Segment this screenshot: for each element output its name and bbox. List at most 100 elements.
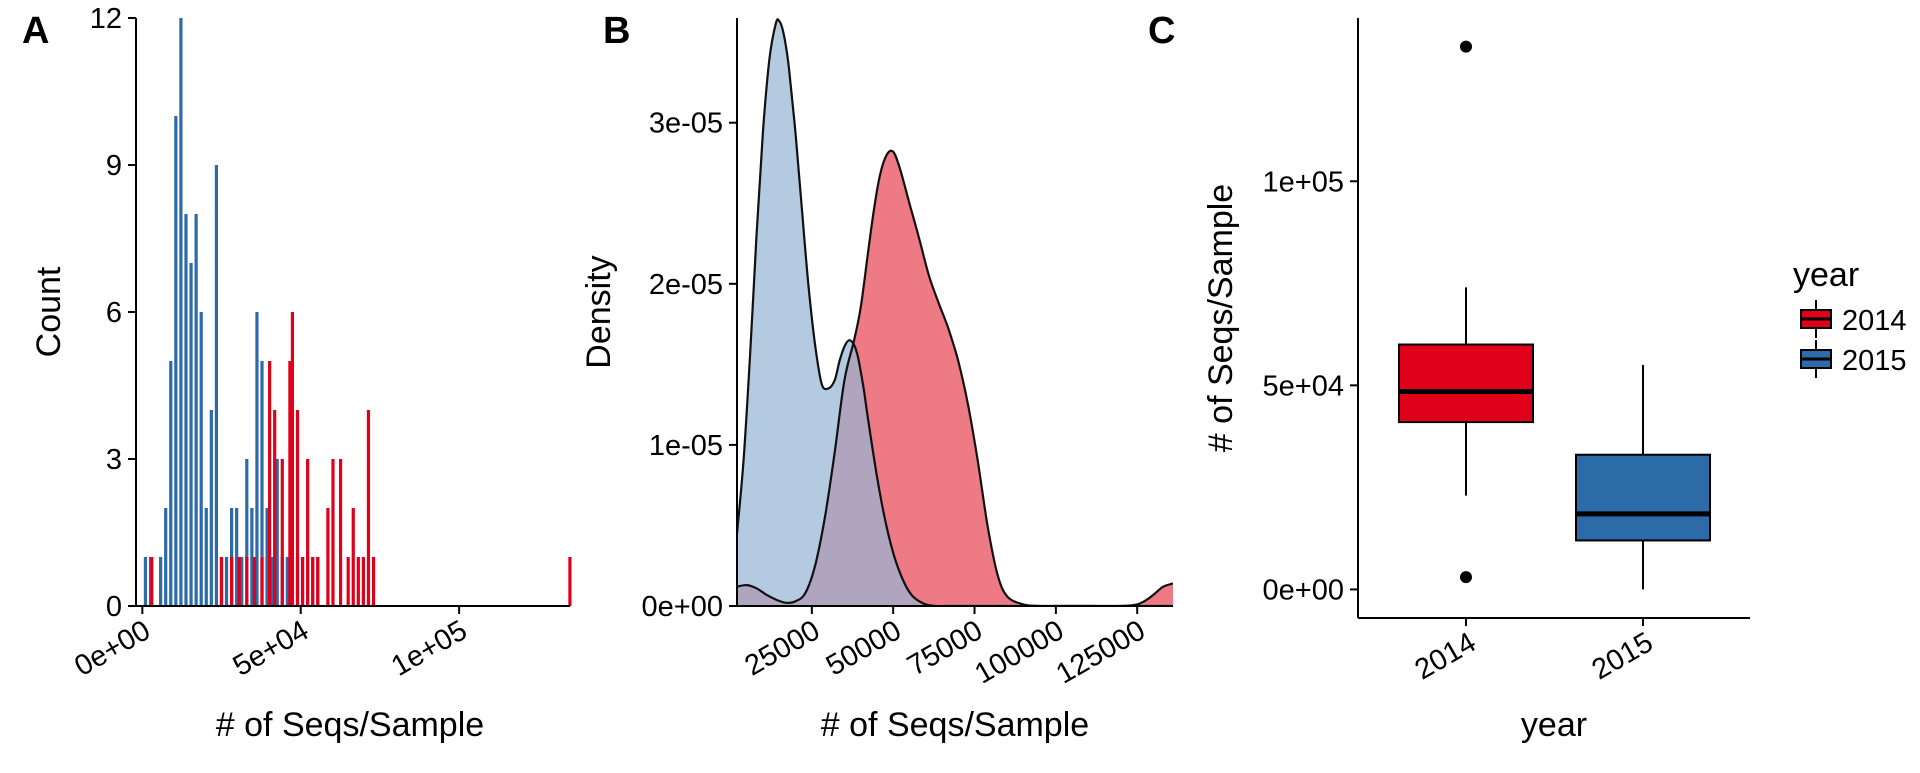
boxplots	[1398, 40, 1711, 590]
histogram-bar-2014	[361, 557, 365, 606]
y-tick-label: 3	[106, 444, 122, 476]
histogram-bar-2014	[300, 557, 305, 606]
histogram-bar-2014	[245, 557, 249, 606]
y-axis-title: Count	[30, 266, 68, 357]
histogram-bar-2015	[189, 263, 193, 606]
y-axis-title: Density	[580, 255, 618, 368]
histogram-bar-2015	[255, 312, 259, 606]
histogram-bar-2014	[351, 508, 355, 606]
histogram-bar-2014	[290, 312, 295, 606]
y-tick-label: 12	[90, 3, 122, 35]
density-line-2015	[737, 18, 1173, 606]
histogram-bar-2015	[250, 508, 254, 606]
histogram-bar-2015	[235, 508, 239, 606]
histogram-bar-2015	[199, 312, 203, 606]
histogram-bar-2015	[285, 557, 289, 606]
histogram-bar-2014	[311, 557, 315, 606]
histogram-bar-2014	[331, 459, 335, 606]
density-areas	[737, 18, 1173, 606]
y-tick-label: 0e+00	[642, 591, 723, 623]
axis-ticks: 0e+00 5e+04 1e+05 2014 2015	[1263, 166, 1659, 686]
legend: year 2014 2015	[1793, 256, 1907, 378]
legend-title: year	[1793, 256, 1859, 294]
x-tick-label: 0e+00	[69, 614, 156, 682]
histogram-bar-2015	[240, 557, 244, 606]
panel-a: A 0 3 6 9 12 0e+00 5e+04 1e+05 # of Seqs/Sample…	[22, 3, 572, 744]
legend-label-2014: 2014	[1842, 305, 1907, 337]
y-tick-label: 1e+05	[1263, 166, 1344, 198]
y-tick-label: 5e+04	[1263, 370, 1344, 402]
histogram-bar-2015	[214, 165, 218, 606]
histogram-bar-2014	[316, 557, 320, 606]
histogram-bar-2014	[295, 410, 300, 606]
box-2015	[1575, 453, 1711, 542]
histogram-bar-2014	[371, 557, 376, 606]
x-axis-title: year	[1521, 706, 1587, 744]
histogram-bar-2015	[245, 459, 249, 606]
x-tick-label: 1e+05	[386, 614, 473, 682]
histogram-bar-2014	[356, 557, 360, 606]
histogram-bar-2014	[366, 410, 371, 606]
histogram-bar-2015	[164, 508, 168, 606]
histogram-bar-2014	[150, 557, 154, 606]
histogram-bar-2015	[260, 361, 264, 606]
y-tick-label: 0e+00	[1263, 574, 1344, 606]
histogram-bar-2014	[260, 557, 264, 606]
histogram-bar-2014	[280, 459, 284, 606]
x-tick-label: 125000	[1051, 614, 1151, 690]
x-axis-title: # of Seqs/Sample	[821, 706, 1089, 744]
histogram-bar-2015	[270, 557, 274, 606]
panel-label-b: B	[603, 10, 630, 52]
histogram-bar-2014	[306, 459, 310, 606]
x-tick-label: 5e+04	[228, 614, 315, 682]
histogram-bar-2015	[194, 214, 198, 606]
histogram-bar-2015	[143, 557, 148, 606]
histogram-bar-2015	[169, 361, 173, 606]
histogram-bar-2015	[204, 508, 208, 606]
density-area-2015	[737, 19, 1173, 606]
histogram-bar-2014	[230, 557, 234, 606]
outlier-point-2014	[1460, 571, 1472, 584]
y-tick-label: 6	[106, 297, 122, 329]
histogram-bar-2014	[288, 361, 292, 606]
histogram-bar-2015	[159, 557, 163, 606]
box-2014	[1398, 343, 1534, 424]
panel-label-a: A	[22, 10, 49, 52]
histogram-bar-2015	[184, 214, 188, 606]
x-tick-label: 2015	[1587, 626, 1659, 686]
histogram-bar-2015	[265, 508, 269, 606]
histogram-bar-2014	[346, 557, 350, 606]
legend-entries: 2014 2015	[1800, 300, 1907, 378]
panel-label-c: C	[1148, 10, 1175, 52]
legend-label-2015: 2015	[1842, 345, 1907, 377]
y-axis-title: # of Seqs/Sample	[1202, 184, 1240, 452]
histogram-bar-2014	[219, 557, 224, 606]
histogram-bar-2015	[179, 18, 183, 606]
histogram-bar-2015	[275, 459, 279, 606]
panel-c: C 0e+00 5e+04 1e+05 2014 2015 year # of Seqs…	[1148, 10, 1907, 744]
histogram-bar-2015	[209, 410, 213, 606]
histogram-bar-2014	[268, 361, 272, 606]
histogram-bar-2015	[174, 116, 178, 606]
y-tick-label: 2e-05	[649, 269, 723, 301]
y-tick-label: 3e-05	[649, 108, 723, 140]
y-tick-label: 1e-05	[649, 430, 723, 462]
x-tick-label: 50000	[821, 614, 907, 682]
y-tick-label: 9	[106, 150, 122, 182]
histogram-bar-2014	[338, 459, 343, 606]
panel-b: B 0e+001e-052e-053e-05250005000075000100…	[580, 10, 1173, 744]
density-line-2014	[737, 149, 1173, 606]
histogram-bars	[143, 18, 572, 606]
histogram-bar-2015	[224, 557, 229, 606]
histogram-bar-2014	[252, 557, 257, 606]
outlier-point-2014	[1460, 40, 1472, 53]
x-axis-title: # of Seqs/Sample	[216, 706, 484, 744]
x-tick-label: 25000	[739, 614, 825, 682]
x-tick-label: 100000	[970, 614, 1070, 690]
histogram-bar-2014	[326, 508, 330, 606]
y-tick-label: 0	[106, 591, 122, 623]
histogram-bar-2014	[273, 410, 277, 606]
x-tick-label: 2014	[1410, 626, 1482, 686]
